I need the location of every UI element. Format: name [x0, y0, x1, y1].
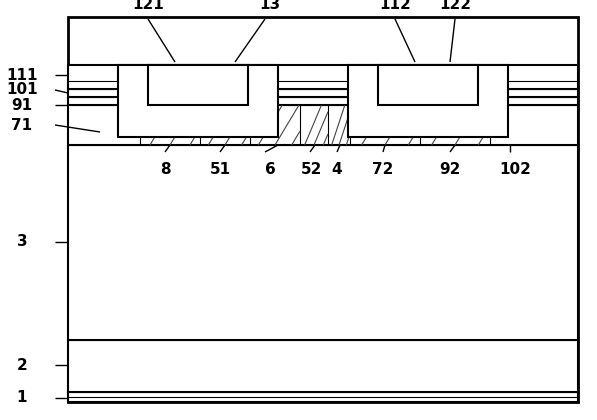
Bar [68, 89, 578, 97]
Text: 4: 4 [332, 162, 342, 177]
Text: 121: 121 [132, 0, 164, 12]
Text: 3: 3 [17, 234, 27, 249]
Bar [378, 65, 478, 105]
Text: 52: 52 [301, 162, 323, 177]
Text: 2: 2 [17, 357, 27, 373]
Bar [118, 65, 278, 137]
Bar [348, 65, 508, 137]
Text: 1: 1 [17, 391, 27, 405]
Text: 72: 72 [373, 162, 393, 177]
Text: 6: 6 [264, 162, 275, 177]
Text: 92: 92 [439, 162, 461, 177]
Text: 91: 91 [11, 97, 33, 113]
Text: 51: 51 [210, 162, 230, 177]
Bar [68, 145, 578, 340]
Bar [148, 65, 248, 105]
Text: 102: 102 [499, 162, 531, 177]
Text: 112: 112 [379, 0, 411, 12]
Bar [68, 97, 578, 105]
Text: 13: 13 [260, 0, 281, 12]
Bar [68, 105, 578, 145]
Text: 122: 122 [439, 0, 471, 12]
Text: 8: 8 [159, 162, 170, 177]
Bar [68, 17, 578, 402]
Text: 111: 111 [6, 68, 38, 82]
Bar [68, 65, 578, 89]
Text: 101: 101 [6, 82, 38, 97]
Text: 71: 71 [11, 118, 33, 132]
Bar [68, 392, 578, 402]
Bar [68, 340, 578, 392]
